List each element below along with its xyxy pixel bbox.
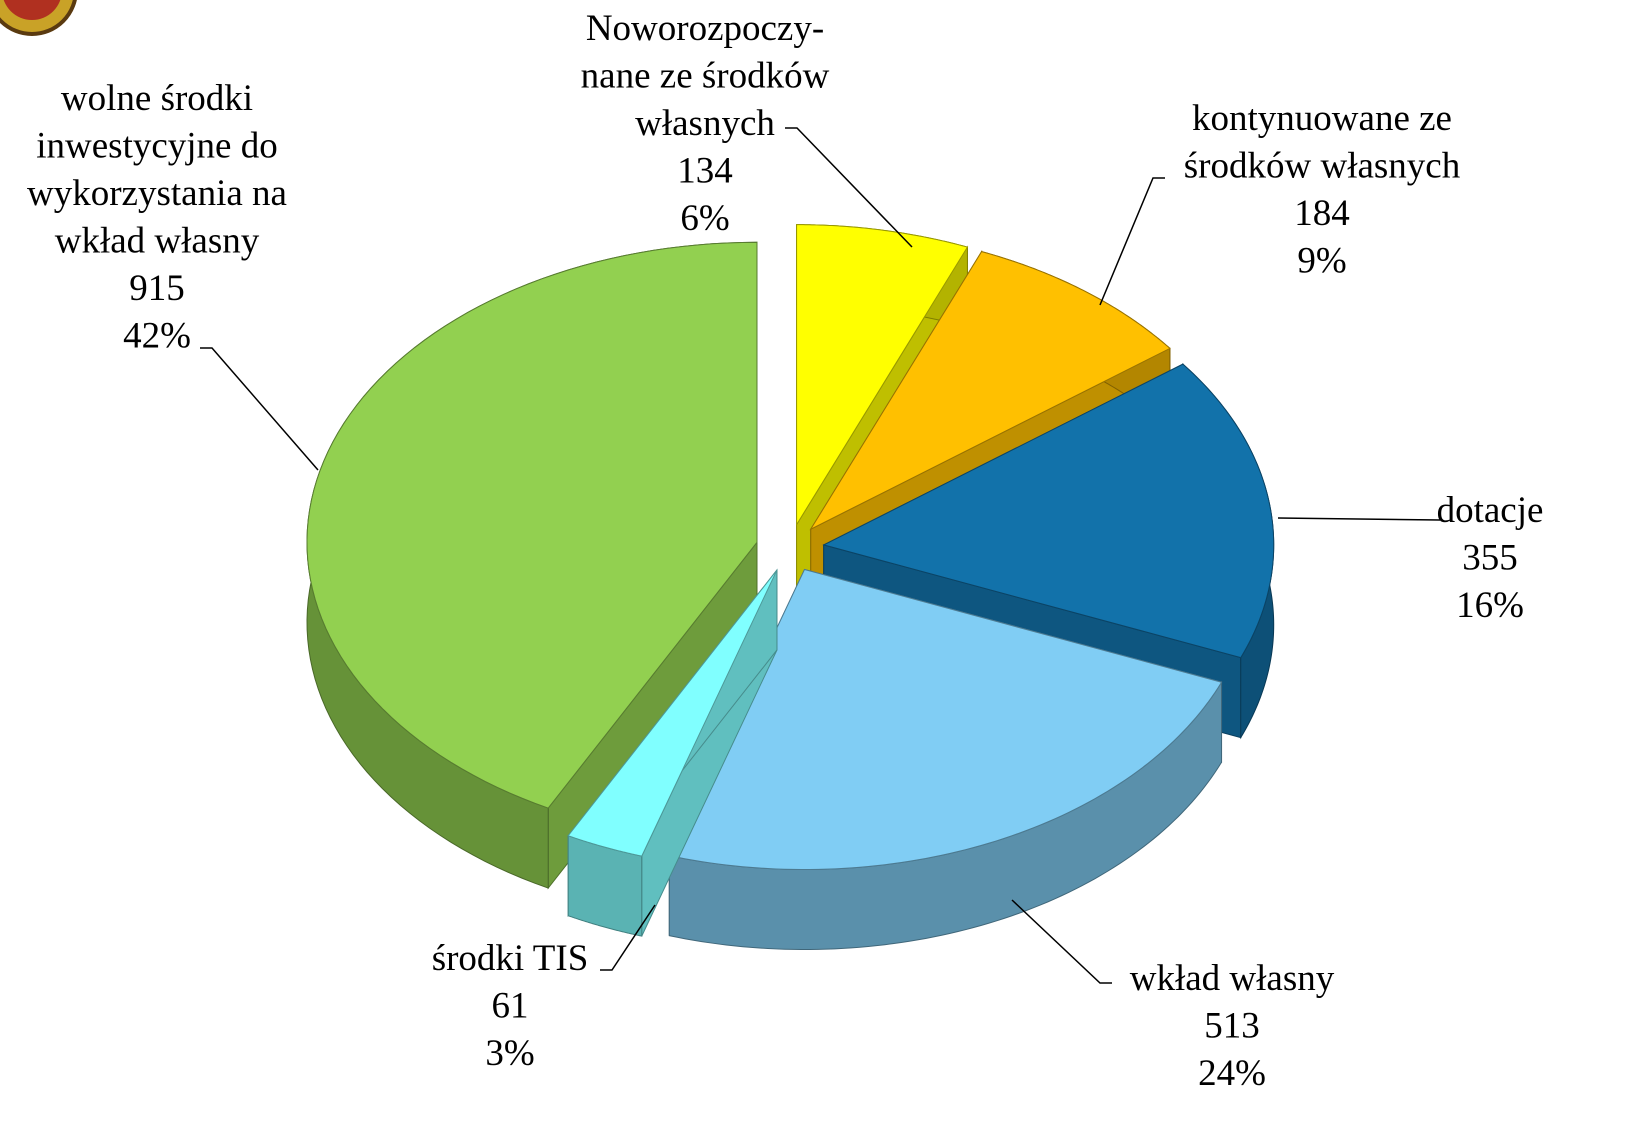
value-label: 915 bbox=[129, 268, 185, 309]
pie bbox=[306, 224, 1275, 951]
category-label: Noworozpoczy-nane ze środków własnych bbox=[581, 8, 830, 144]
percent-label: 24% bbox=[1198, 1053, 1266, 1094]
leader-line bbox=[785, 127, 913, 248]
data-label: wkład własny 513 24% bbox=[1130, 958, 1335, 1094]
slice bbox=[796, 224, 969, 527]
category-label: środki TIS bbox=[432, 938, 589, 979]
category-line: Noworozpoczy- bbox=[586, 8, 824, 49]
value-label: 61 bbox=[492, 986, 529, 1027]
leader-line bbox=[600, 904, 656, 971]
category-line: wolne środki bbox=[61, 78, 253, 119]
data-label: dotacje 355 16% bbox=[1437, 490, 1544, 626]
value-label: 184 bbox=[1294, 193, 1350, 234]
leader-line bbox=[1011, 899, 1112, 984]
percent-label: 3% bbox=[485, 1033, 534, 1074]
category-label: dotacje bbox=[1437, 490, 1544, 531]
slice bbox=[822, 363, 1275, 659]
category-line: środki TIS bbox=[432, 938, 589, 979]
logo bbox=[0, 0, 77, 36]
slice bbox=[306, 241, 758, 809]
value-label: 513 bbox=[1204, 1006, 1260, 1047]
category-line: kontynuowane ze bbox=[1192, 98, 1452, 139]
category-line: nane ze środków bbox=[581, 56, 830, 97]
leader-line bbox=[1099, 177, 1165, 306]
slice bbox=[567, 569, 778, 857]
slice bbox=[668, 568, 1223, 871]
data-label: środki TIS 61 3% bbox=[432, 938, 589, 1074]
leader-line bbox=[1277, 517, 1441, 521]
slice bbox=[809, 251, 1171, 531]
leader-line bbox=[200, 347, 319, 471]
percent-label: 6% bbox=[680, 198, 729, 239]
category-label: wkład własny bbox=[1130, 958, 1335, 999]
category-line: środków własnych bbox=[1184, 146, 1461, 187]
percent-label: 9% bbox=[1297, 241, 1346, 282]
category-label: wolne środki inwestycyjne do wykorzystania… bbox=[27, 78, 287, 262]
value-label: 134 bbox=[677, 151, 733, 192]
value-label: 355 bbox=[1462, 538, 1518, 579]
data-label: kontynuowane ze środków własnych 184 9% bbox=[1184, 98, 1461, 282]
percent-label: 16% bbox=[1456, 585, 1524, 626]
data-label: wolne środki inwestycyjne do wykorzystania… bbox=[27, 78, 287, 357]
category-line: inwestycyjne do bbox=[36, 126, 277, 167]
category-line: wkład własny bbox=[1130, 958, 1335, 999]
percent-label: 42% bbox=[123, 316, 191, 357]
labels: Noworozpoczy-nane ze środków własnych 134 6… bbox=[27, 8, 1543, 1094]
category-line: własnych bbox=[635, 103, 775, 144]
category-line: wkład własny bbox=[55, 221, 260, 262]
category-line: wykorzystania na bbox=[27, 173, 287, 214]
category-line: dotacje bbox=[1437, 490, 1544, 531]
data-label: Noworozpoczy-nane ze środków własnych 134 6… bbox=[581, 8, 830, 239]
category-label: kontynuowane ze środków własnych bbox=[1184, 98, 1461, 187]
